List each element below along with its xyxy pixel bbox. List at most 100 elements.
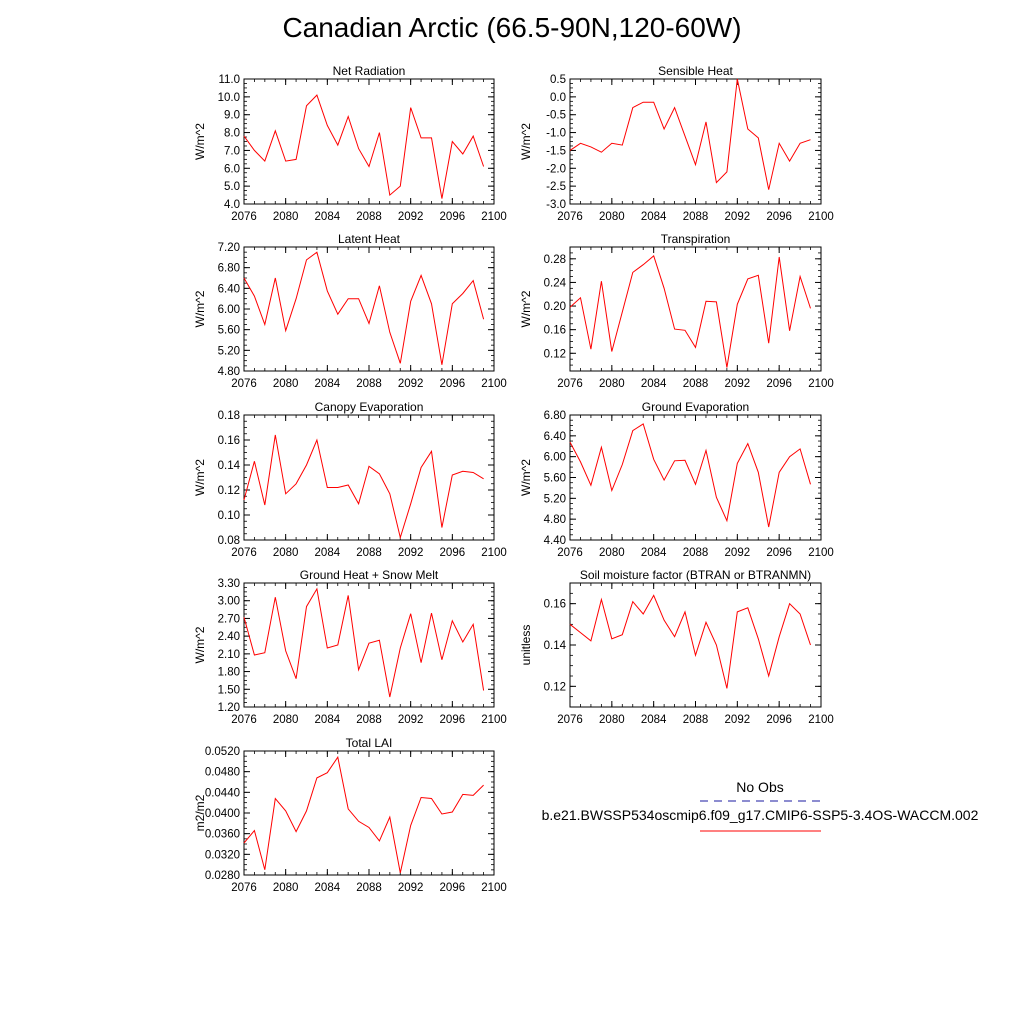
panel-3: 2076 2080 2084 2088 2092 2096 2100 7.20 6.80 6.40… bbox=[193, 232, 507, 390]
panel-title: Sensible Heat bbox=[658, 64, 733, 78]
x-tick-label: 2088 bbox=[683, 547, 709, 559]
y-tick-label: 7.0 bbox=[224, 145, 240, 157]
y-tick-label: 0.14 bbox=[218, 460, 241, 472]
series-line bbox=[243, 94, 485, 199]
x-tick-label: 2088 bbox=[683, 378, 709, 390]
y-tick-label: 2.40 bbox=[218, 631, 240, 643]
y-axis-label: W/m^2 bbox=[193, 123, 207, 160]
y-tick-label: 0.12 bbox=[544, 348, 566, 360]
x-tick-label: 2088 bbox=[356, 211, 382, 223]
panel-title: Total LAI bbox=[346, 736, 393, 750]
series-line bbox=[243, 755, 484, 874]
x-tick-label: 2100 bbox=[481, 882, 507, 894]
y-tick-label: 0.28 bbox=[544, 254, 566, 266]
x-tick-label: 2076 bbox=[231, 547, 257, 559]
x-tick-label: 2084 bbox=[641, 547, 667, 559]
x-tick-label: 2092 bbox=[398, 714, 424, 726]
panel-7: 2076 2080 2084 2088 2092 2096 2100 3.30 3.00 2.70… bbox=[193, 568, 507, 726]
y-tick-label: 0.16 bbox=[544, 325, 566, 337]
x-tick-label: 2080 bbox=[273, 211, 299, 223]
y-tick-label: 0.5 bbox=[550, 74, 566, 86]
panel-title: Net Radiation bbox=[333, 64, 406, 78]
x-tick-label: 2092 bbox=[725, 378, 751, 390]
series-line bbox=[243, 434, 484, 540]
x-tick-label: 2100 bbox=[481, 378, 507, 390]
series-line bbox=[243, 251, 485, 365]
y-tick-label: 6.00 bbox=[218, 304, 240, 316]
y-axis-label: W/m^2 bbox=[193, 626, 207, 663]
plot-frame bbox=[569, 78, 822, 205]
panel-title: Ground Heat + Snow Melt bbox=[300, 568, 439, 582]
x-tick-label: 2092 bbox=[398, 547, 424, 559]
y-tick-label: 0.0 bbox=[550, 92, 566, 104]
x-tick-label: 2100 bbox=[808, 547, 834, 559]
y-tick-label: 5.20 bbox=[544, 493, 566, 505]
panel-title: Soil moisture factor (BTRAN or BTRANMN) bbox=[580, 568, 811, 582]
x-tick-label: 2088 bbox=[356, 547, 382, 559]
y-tick-label: 6.0 bbox=[224, 163, 240, 175]
y-tick-label: 0.24 bbox=[544, 277, 567, 289]
y-tick-label: 0.0440 bbox=[205, 787, 240, 799]
x-tick-label: 2084 bbox=[315, 882, 341, 894]
series-line bbox=[569, 594, 811, 689]
y-tick-label: 0.0320 bbox=[205, 849, 240, 861]
x-tick-label: 2084 bbox=[641, 378, 667, 390]
plot-frame bbox=[243, 414, 495, 541]
y-tick-label: -1.5 bbox=[546, 145, 566, 157]
y-tick-label: -1.0 bbox=[546, 128, 566, 140]
y-tick-label: 6.80 bbox=[544, 410, 566, 422]
y-tick-label: 11.0 bbox=[218, 74, 240, 86]
y-tick-label: 5.20 bbox=[218, 345, 240, 357]
x-tick-label: 2100 bbox=[808, 378, 834, 390]
plot-frame bbox=[569, 582, 822, 708]
y-tick-label: -0.5 bbox=[546, 110, 566, 122]
x-tick-label: 2084 bbox=[315, 547, 341, 559]
panel-6: 2076 2080 2084 2088 2092 2096 2100 6.80 6.40 6.00… bbox=[519, 400, 834, 559]
x-tick-label: 2080 bbox=[599, 211, 625, 223]
y-tick-label: 4.40 bbox=[544, 535, 566, 547]
x-tick-label: 2084 bbox=[315, 211, 341, 223]
plot-frame bbox=[243, 78, 495, 205]
x-tick-label: 2088 bbox=[356, 714, 382, 726]
y-axis-label: W/m^2 bbox=[193, 290, 207, 327]
x-tick-label: 2096 bbox=[440, 211, 466, 223]
panel-8: 2076 2080 2084 2088 2092 2096 2100 0.16 0.14 0.12… bbox=[519, 568, 834, 726]
legend-obs-label: No Obs bbox=[736, 779, 783, 795]
y-tick-label: 2.70 bbox=[218, 613, 240, 625]
x-tick-label: 2076 bbox=[231, 211, 257, 223]
y-axis-label: W/m^2 bbox=[519, 123, 533, 160]
panel-2: 2076 2080 2084 2088 2092 2096 2100 0.5 0.0 -0.5 -1… bbox=[519, 64, 834, 223]
y-tick-label: 0.08 bbox=[218, 535, 240, 547]
panel-title: Latent Heat bbox=[338, 232, 401, 246]
x-tick-label: 2076 bbox=[557, 714, 583, 726]
x-tick-label: 2096 bbox=[440, 378, 466, 390]
y-tick-label: 0.10 bbox=[218, 510, 240, 522]
y-tick-label: 0.20 bbox=[544, 301, 566, 313]
x-tick-label: 2088 bbox=[356, 378, 382, 390]
x-tick-label: 2096 bbox=[766, 378, 792, 390]
y-tick-label: -3.0 bbox=[546, 199, 566, 211]
y-axis-label: W/m^2 bbox=[193, 459, 207, 496]
y-tick-label: 3.30 bbox=[218, 578, 240, 590]
y-tick-label: 0.0360 bbox=[205, 829, 240, 841]
x-tick-label: 2080 bbox=[273, 547, 299, 559]
x-tick-label: 2088 bbox=[356, 882, 382, 894]
series-line bbox=[569, 423, 811, 528]
x-tick-label: 2100 bbox=[808, 211, 834, 223]
y-tick-label: 1.20 bbox=[218, 702, 240, 714]
y-tick-label: 7.20 bbox=[218, 242, 240, 254]
x-tick-label: 2080 bbox=[599, 547, 625, 559]
y-tick-label: 0.12 bbox=[544, 681, 566, 693]
x-tick-label: 2076 bbox=[231, 714, 257, 726]
y-tick-label: 5.60 bbox=[218, 325, 240, 337]
x-tick-label: 2100 bbox=[481, 547, 507, 559]
x-tick-label: 2076 bbox=[557, 547, 583, 559]
x-tick-label: 2084 bbox=[641, 211, 667, 223]
x-tick-label: 2092 bbox=[398, 378, 424, 390]
panel-4: 2076 2080 2084 2088 2092 2096 2100 0.28 0.24 0.20… bbox=[519, 232, 834, 390]
series-line bbox=[569, 255, 811, 368]
x-tick-label: 2092 bbox=[398, 882, 424, 894]
y-tick-label: 9.0 bbox=[224, 110, 240, 122]
y-axis-label: unitless bbox=[519, 625, 533, 666]
